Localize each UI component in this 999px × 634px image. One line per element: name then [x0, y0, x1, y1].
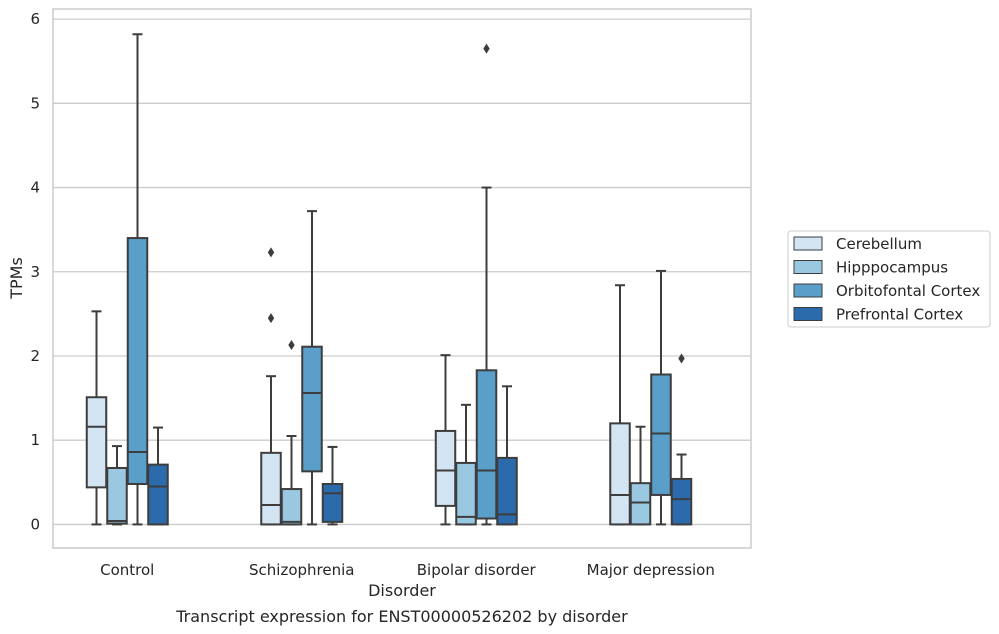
box-body [280, 488, 303, 526]
box-body [321, 482, 344, 523]
box-0-1 [106, 445, 128, 526]
y-tick-label-5: 5 [30, 94, 40, 112]
box-body [85, 396, 108, 489]
box-body [650, 373, 672, 496]
outlier-point [678, 353, 685, 364]
box-body [126, 237, 149, 485]
box-2-1 [455, 403, 477, 526]
gridlines [53, 18, 751, 526]
box-body [455, 461, 477, 526]
y-axis-label: TPMs [7, 257, 26, 300]
box-body [475, 369, 498, 520]
box-3-0 [609, 284, 631, 526]
outlier-point [267, 247, 275, 258]
box-body [147, 463, 169, 526]
box-body [670, 477, 693, 526]
box-plot-series [85, 33, 693, 526]
y-tick-label-0: 0 [30, 515, 40, 533]
box-body [609, 422, 631, 526]
box-0-0 [85, 310, 108, 526]
box-1-1 [280, 340, 303, 526]
box-2-2 [475, 43, 498, 526]
y-tick-label-1: 1 [30, 431, 40, 449]
box-body [301, 345, 323, 473]
y-axis-ticks: 0 1 2 3 4 5 6 [30, 10, 40, 533]
box-body [496, 456, 518, 526]
legend-swatch-0 [793, 236, 823, 251]
x-tick-label-2: Bipolar disorder [417, 561, 537, 579]
box-body [629, 482, 652, 526]
x-axis-label: Disorder [368, 581, 436, 600]
box-3-3 [670, 353, 693, 526]
x-tick-label-0: Control [100, 561, 154, 579]
legend-label-1: Hipppocampus [836, 259, 948, 277]
x-tick-label-1: Schizophrenia [249, 561, 354, 579]
chart-caption: Transcript expression for ENST0000052620… [175, 607, 628, 626]
legend: Cerebellum Hipppocampus Orbitofontal Corte… [787, 230, 991, 328]
y-tick-label-6: 6 [30, 10, 40, 28]
box-2-3 [496, 385, 518, 526]
box-2-0 [434, 354, 457, 526]
box-3-2 [650, 269, 672, 526]
box-1-2 [301, 210, 323, 526]
y-tick-label-4: 4 [30, 179, 40, 197]
legend-label-2: Orbitofontal Cortex [836, 282, 980, 300]
box-3-1 [629, 425, 652, 526]
legend-swatch-1 [793, 260, 823, 274]
box-0-3 [147, 426, 169, 526]
x-axis-ticks: Control Schizophrenia Bipolar disorder Majo… [100, 561, 715, 579]
box-1-3 [321, 445, 344, 526]
outlier-point [267, 313, 275, 324]
plot-frame [52, 8, 752, 549]
box-body [260, 451, 282, 526]
box-body [434, 429, 457, 507]
y-tick-label-3: 3 [30, 263, 40, 281]
legend-label-0: Cerebellum [836, 235, 922, 253]
legend-swatch-2 [793, 283, 823, 298]
x-tick-label-3: Major depression [587, 561, 715, 579]
legend-label-3: Prefrontal Cortex [836, 306, 963, 324]
legend-frame [787, 230, 991, 328]
outlier-point [483, 43, 490, 54]
box-1-0 [260, 247, 282, 526]
outlier-point [288, 340, 295, 351]
y-tick-label-2: 2 [30, 347, 40, 365]
legend-swatch-3 [793, 307, 823, 321]
box-0-2 [126, 33, 149, 526]
box-body [106, 466, 128, 525]
